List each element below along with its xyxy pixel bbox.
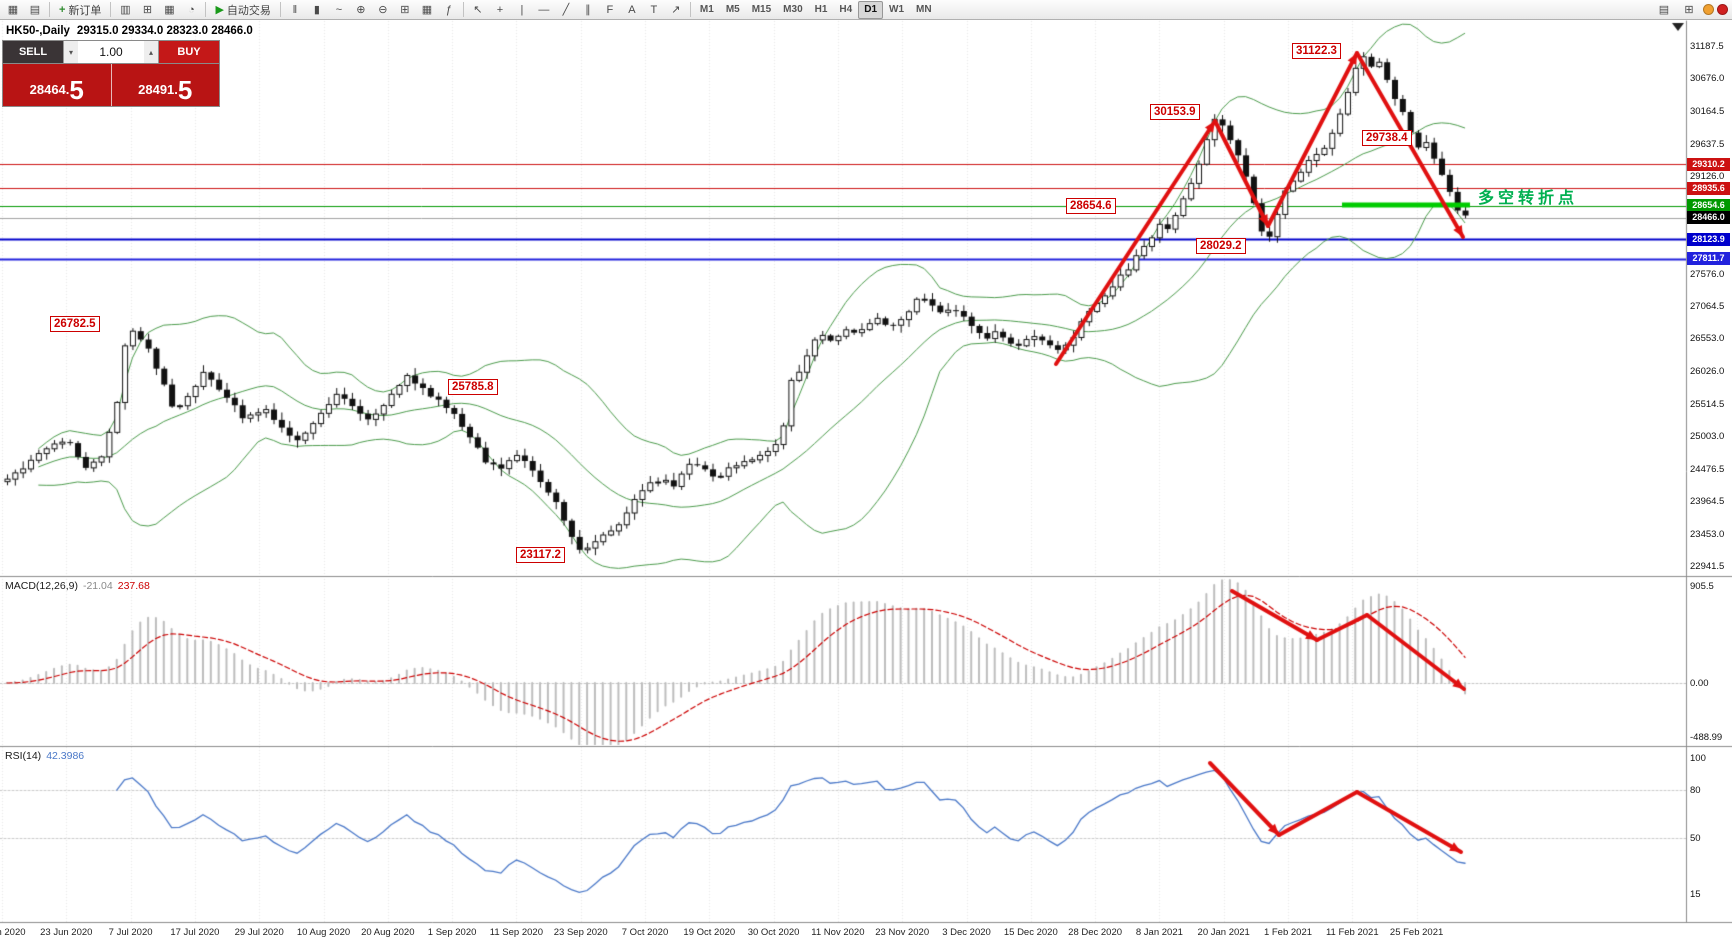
one-click-trading-panel: SELL ▾ 1.00 ▴ BUY 28464. 5 28491. 5	[2, 40, 220, 107]
window-arrange-icon[interactable]: ⊞	[1684, 4, 1694, 16]
bar-chart-icon[interactable]: ‖	[292, 3, 298, 16]
terminal-icon[interactable]: ▦	[164, 4, 175, 16]
toolbar-separator	[279, 2, 281, 17]
equidistant-channel-icon[interactable]: ∥	[585, 4, 591, 16]
rsi-name: RSI(14)	[5, 750, 42, 762]
macd-indicator-label: MACD(12,26,9) -21.04 237.68	[5, 580, 150, 592]
turning-point-annotation[interactable]: 多空转折点	[1478, 190, 1579, 207]
price-annotation[interactable]: 28654.6	[1066, 198, 1116, 214]
connection-status-dot-1	[1703, 4, 1714, 15]
zoom-in-icon[interactable]: ⊕	[356, 4, 366, 16]
buy-button[interactable]: BUY	[159, 41, 219, 63]
connection-status-dot-2	[1717, 4, 1728, 15]
cursor-icon[interactable]: ↖	[473, 4, 483, 16]
volume-decrease-button[interactable]: ▾	[64, 41, 78, 63]
timeframe-D1[interactable]: D1	[858, 0, 884, 19]
zoom-out-icon[interactable]: ⊖	[378, 4, 388, 16]
macd-main-value: -21.04	[82, 580, 113, 592]
rsi-indicator-label: RSI(14) 42.3986	[5, 750, 84, 762]
toolbar-separator	[110, 2, 112, 17]
text-label-icon[interactable]: T	[650, 3, 658, 16]
ohlc-values: 29315.0 29334.0 28323.0 28466.0	[76, 25, 253, 37]
timeframe-H1[interactable]: H1	[814, 4, 828, 15]
timeframe-MN[interactable]: MN	[916, 4, 932, 15]
new-order-button[interactable]: + 新订单	[59, 3, 102, 17]
strategy-tester-icon[interactable]: ◔	[188, 3, 195, 16]
indicators-icon[interactable]: ƒ	[445, 3, 452, 16]
auto-arrange-icon[interactable]: ⊞	[400, 4, 410, 16]
buy-price-pip: 5	[177, 75, 193, 105]
candlestick-chart-icon[interactable]: ▮	[313, 4, 320, 16]
chart-title: HK50-,Daily 29315.0 29334.0 28323.0 28466…	[6, 25, 260, 37]
line-chart-icon[interactable]: ~	[335, 3, 343, 16]
macd-signal-value: 237.68	[117, 580, 150, 592]
grid-icon[interactable]: ▦	[421, 4, 433, 16]
navigator-icon[interactable]: ⊞	[142, 4, 153, 16]
arrows-icon[interactable]: ↗	[671, 4, 681, 16]
symbol-period-label: HK50-,Daily	[6, 25, 70, 37]
price-annotation[interactable]: 30153.9	[1150, 104, 1200, 120]
new-chart-icon[interactable]: ▦	[7, 4, 19, 16]
volume-value: 1.00	[99, 45, 123, 59]
horizontal-line-icon[interactable]: ―	[538, 3, 550, 16]
timeframe-M30[interactable]: M30	[783, 4, 803, 15]
chart-list-icon[interactable]: ▤	[1658, 4, 1670, 16]
toolbar: ▦ ▤ + 新订单 ▥ ⊞ ▦ ◔ ▶ 自动交易 ‖ ▮ ~ ⊕ ⊖ ⊞ ▦ ƒ ↖ + | ― ╱ ∥ F A T ↗ M1 M5 M15…	[0, 0, 1732, 20]
vertical-line-icon[interactable]: |	[520, 3, 524, 16]
new-order-icon: +	[59, 3, 66, 16]
trade-panel-top-row: SELL ▾ 1.00 ▴ BUY	[3, 41, 219, 63]
toolbar-separator	[49, 2, 50, 17]
sell-price-button[interactable]: 28464. 5	[3, 64, 111, 106]
price-annotation[interactable]: 29738.4	[1362, 130, 1412, 146]
crosshair-icon[interactable]: +	[496, 3, 504, 16]
profiles-icon[interactable]: ▤	[29, 4, 41, 16]
buy-price-button[interactable]: 28491. 5	[110, 64, 219, 106]
fibonacci-icon[interactable]: F	[606, 3, 614, 16]
toolbar-separator	[689, 2, 691, 17]
toolbar-right-cluster: ▤ ⊞	[1653, 0, 1732, 19]
timeframe-M1[interactable]: M1	[699, 4, 714, 15]
trade-panel-price-row: 28464. 5 28491. 5	[3, 63, 219, 106]
macd-name: MACD(12,26,9)	[5, 580, 78, 592]
toolbar-separator	[462, 2, 464, 17]
price-annotation[interactable]: 25785.8	[448, 379, 498, 395]
timeframe-M15[interactable]: M15	[751, 4, 772, 15]
buy-price-main: 28491.	[138, 82, 178, 97]
toolbar-separator	[205, 2, 207, 17]
rsi-value: 42.3986	[46, 750, 85, 762]
price-annotation[interactable]: 28029.2	[1196, 238, 1246, 254]
sell-button[interactable]: SELL	[3, 41, 63, 63]
trendline-icon[interactable]: ╱	[562, 4, 570, 16]
autotrade-play-icon: ▶	[215, 4, 224, 16]
sell-price-main: 28464.	[29, 82, 70, 97]
price-annotation[interactable]: 26782.5	[50, 316, 100, 332]
market-watch-icon[interactable]: ▥	[120, 4, 131, 16]
price-annotation[interactable]: 23117.2	[516, 547, 565, 563]
autotrade-button[interactable]: ▶ 自动交易	[215, 4, 271, 17]
price-annotation[interactable]: 31122.3	[1292, 43, 1341, 59]
volume-stepper[interactable]: ▾ 1.00 ▴	[63, 41, 159, 63]
timeframe-M5[interactable]: M5	[725, 4, 740, 15]
timeframe-W1[interactable]: W1	[889, 4, 905, 15]
timeframe-H4[interactable]: H4	[839, 4, 853, 15]
text-icon[interactable]: A	[628, 3, 636, 16]
sell-price-pip: 5	[69, 75, 84, 105]
volume-increase-button[interactable]: ▴	[144, 41, 158, 63]
